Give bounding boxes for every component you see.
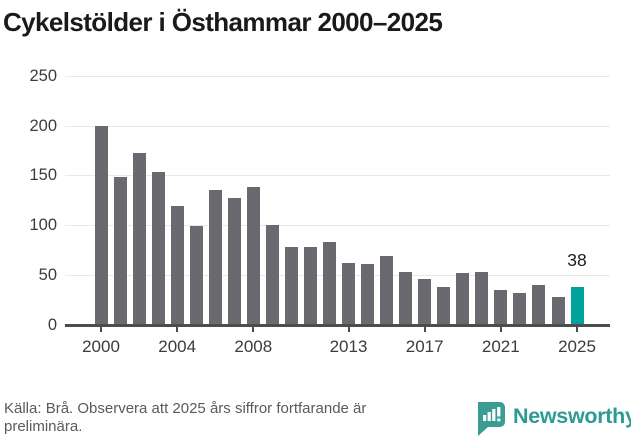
bar-2000 — [94, 125, 108, 325]
bar-2005 — [189, 226, 203, 325]
x-axis-line — [65, 323, 610, 327]
bar-2010 — [284, 247, 298, 325]
gridline-100 — [65, 225, 610, 227]
highlight-value-label: 38 — [567, 250, 587, 271]
gridline-50 — [65, 275, 610, 277]
y-axis-label-50: 50 — [38, 266, 57, 285]
bar-2001 — [113, 177, 127, 325]
bar-2002 — [132, 153, 146, 325]
y-axis-label-100: 100 — [29, 216, 57, 235]
bar-2019 — [456, 273, 470, 325]
x-axis-label-2008: 2008 — [234, 337, 273, 356]
newsworthy-logo: Newsworthy — [478, 402, 631, 436]
x-axis-label-2017: 2017 — [405, 337, 444, 356]
gridline-250 — [65, 75, 610, 77]
x-axis-label-2004: 2004 — [158, 337, 197, 356]
bar-2003 — [151, 172, 165, 325]
x-axis-label-2025: 2025 — [558, 337, 596, 356]
newsworthy-logo-icon — [478, 402, 505, 436]
x-tick-2000 — [100, 326, 102, 332]
x-tick-2017 — [423, 326, 426, 332]
x-axis-label-2021: 2021 — [481, 337, 520, 356]
bar-2018 — [437, 287, 451, 325]
y-axis-label-150: 150 — [29, 166, 57, 185]
bar-2020 — [475, 272, 489, 325]
bar-2023 — [532, 285, 546, 325]
bar-2007 — [227, 198, 241, 325]
y-axis-label-0: 0 — [47, 316, 57, 334]
x-axis-label-2013: 2013 — [329, 337, 368, 356]
bar-2025 — [570, 287, 584, 325]
bar-2016 — [399, 272, 413, 325]
x-tick-2008 — [252, 326, 255, 332]
bar-2021 — [494, 290, 508, 325]
gridline-150 — [65, 175, 610, 177]
x-axis-label-2000: 2000 — [82, 337, 120, 356]
chart-title: Cykelstölder i Östhammar 2000–2025 — [3, 7, 443, 37]
bar-2004 — [170, 206, 184, 325]
bar-2006 — [208, 190, 222, 325]
x-tick-2004 — [176, 326, 179, 332]
x-tick-2013 — [347, 326, 350, 332]
x-tick-2025 — [576, 326, 578, 332]
y-axis-label-250: 250 — [29, 66, 57, 85]
bar-2014 — [361, 264, 375, 325]
bar-2009 — [265, 225, 279, 325]
bar-2024 — [551, 297, 565, 325]
newsworthy-logo-text: Newsworthy — [513, 404, 631, 428]
bar-2015 — [380, 256, 394, 325]
bar-2008 — [246, 187, 260, 325]
bar-2017 — [418, 279, 432, 325]
bar-2013 — [342, 263, 355, 325]
bar-chart: 0 50 100 150 200 250 2000 2004 2008 2013 2017 2021 2… — [29, 66, 610, 356]
source-note: Källa: Brå. Observera att 2025 års siffr… — [4, 400, 367, 435]
gridline-200 — [65, 125, 610, 127]
bar-2012 — [323, 242, 336, 325]
x-tick-2021 — [499, 326, 502, 332]
bar-2022 — [513, 293, 527, 325]
y-axis-label-200: 200 — [29, 116, 57, 135]
bar-2011 — [303, 247, 317, 325]
